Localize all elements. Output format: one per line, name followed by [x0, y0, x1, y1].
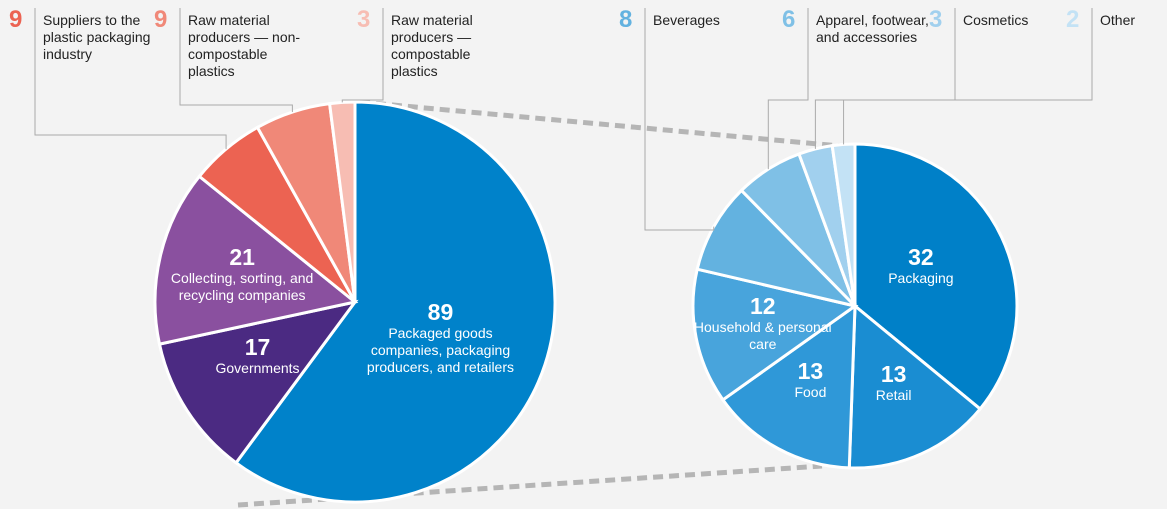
category-label: Raw material producers — compostable pla… [391, 12, 473, 79]
pie-slice [847, 302, 983, 470]
category-label: Beverages [653, 12, 720, 28]
category-label: Collecting, sorting, and recycling compa… [170, 270, 314, 304]
leader-line [34, 8, 227, 150]
pie-slice [691, 267, 859, 402]
pie-slice [153, 174, 359, 346]
value-label: 6 [782, 6, 796, 33]
slice-label: 13 Food [735, 357, 885, 401]
value-label: 21 [229, 244, 255, 271]
leader-line [767, 8, 809, 170]
slice-label: 21 Collecting, sorting, and recycling com… [167, 245, 317, 304]
slice-label: 32 Packaging [846, 243, 996, 287]
category-label: Raw material producers — non-compostable… [188, 12, 301, 79]
value-label: 3 [929, 6, 943, 33]
category-label: Food [794, 383, 827, 400]
leader-line [341, 8, 384, 103]
value-label: 3 [357, 6, 371, 33]
slice-label: 17 Governments [183, 333, 333, 377]
category-label: Suppliers to the plastic packaging indus… [43, 12, 151, 62]
category-label: Packaged goods companies, packaging prod… [366, 325, 514, 376]
category-label: Retail [875, 386, 912, 403]
category-label: Packaging [888, 269, 954, 286]
value-label: 17 [244, 333, 271, 360]
category-label: Other [1100, 12, 1136, 28]
value-label: 13 [880, 360, 907, 387]
leader-line [843, 8, 1093, 145]
value-label: 13 [797, 357, 824, 384]
category-label: Cosmetics [963, 12, 1029, 28]
pie-slice [157, 299, 359, 465]
value-label: 89 [427, 299, 454, 326]
category-label: Governments [215, 359, 300, 376]
pie-slice [327, 100, 357, 303]
pie-slice [233, 100, 557, 504]
category-label: Household & personal care [693, 319, 832, 353]
pie-slice [853, 142, 1019, 412]
slice-label: 89 Packaged goods companies, packaging pr… [365, 300, 515, 376]
value-label: 32 [908, 243, 934, 270]
leader-line [179, 8, 293, 113]
pie-slice [720, 303, 857, 470]
category-label: Apparel, footwear, and accessories [816, 12, 929, 45]
value-label: 2 [1066, 6, 1080, 33]
connector [359, 99, 841, 149]
value-label: 12 [750, 293, 776, 320]
slice-label: 12 Household & personal care [688, 294, 838, 353]
value-label: 9 [9, 6, 23, 33]
value-label: 8 [619, 6, 633, 33]
value-label: 9 [154, 6, 168, 33]
leader-line [644, 8, 715, 231]
slice-label: 13 Retail [819, 360, 969, 404]
